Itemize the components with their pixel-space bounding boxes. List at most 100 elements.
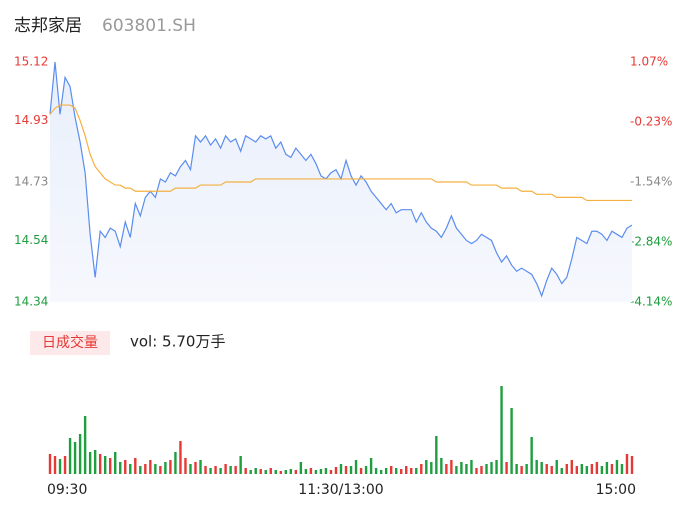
y-tick-label: 14.34: [14, 295, 48, 309]
y2-tick-label: 1.07%: [630, 55, 668, 69]
volume-bar: [78, 434, 82, 474]
volume-bar: [189, 464, 192, 474]
volume-bar: [169, 460, 172, 474]
volume-bar: [349, 466, 353, 474]
volume-bar: [154, 464, 157, 474]
volume-bar: [430, 462, 433, 474]
volume-bar: [465, 464, 468, 474]
volume-bar: [149, 460, 152, 474]
volume-bar: [179, 441, 182, 474]
volume-bar: [309, 468, 313, 474]
volume-bar: [374, 468, 378, 474]
volume-bar: [129, 464, 132, 474]
volume-bar: [274, 470, 277, 474]
volume-bar: [630, 456, 634, 474]
volume-bar: [239, 456, 242, 474]
volume-bar: [119, 462, 122, 474]
volume-bar: [344, 466, 348, 474]
volume-bar: [595, 462, 599, 474]
volume-bar: [53, 456, 57, 474]
volume-bar: [68, 438, 72, 474]
volume-bar: [460, 462, 463, 474]
volume-bar: [440, 458, 443, 474]
volume-bar: [289, 469, 293, 474]
volume-bar: [324, 468, 328, 474]
volume-bar: [525, 464, 528, 474]
volume-bar: [435, 436, 438, 474]
volume-bar: [515, 464, 518, 474]
volume-bar: [249, 470, 252, 474]
volume-bar: [490, 462, 493, 474]
volume-bar: [505, 462, 508, 474]
volume-bar: [83, 416, 87, 474]
volume-bar: [93, 450, 97, 474]
volume-bar: [284, 470, 288, 474]
x-tick-label: 15:00: [596, 482, 636, 498]
volume-bar: [590, 464, 594, 474]
volume-bar: [174, 452, 177, 474]
volume-bar: [364, 466, 368, 474]
volume-bar: [405, 466, 408, 474]
y2-tick-label: -1.54%: [630, 175, 672, 189]
volume-bar: [209, 468, 212, 474]
volume-bar: [319, 469, 323, 474]
volume-bar: [339, 464, 343, 474]
y-tick-label: 14.93: [14, 113, 48, 127]
y2-tick-label: -2.84%: [630, 235, 672, 249]
volume-bar: [575, 466, 579, 474]
volume-bar: [394, 468, 398, 474]
volume-bar: [259, 469, 262, 474]
volume-annotation: vol: 5.70万手: [130, 333, 225, 351]
volume-bar: [615, 460, 619, 474]
volume-bar: [530, 437, 533, 474]
volume-bar: [73, 442, 77, 474]
volume-bar: [520, 466, 523, 474]
volume-bar: [510, 408, 513, 474]
average-line: [49, 104, 632, 202]
volume-bar: [314, 470, 318, 474]
volume-bar: [279, 471, 282, 474]
volume-bar: [304, 469, 308, 474]
volume-bar: [565, 464, 568, 474]
volume-bar: [545, 464, 548, 474]
volume-bar: [450, 460, 453, 474]
volume-bar: [600, 466, 604, 474]
volume-bar: [329, 470, 333, 474]
volume-bar: [299, 462, 303, 474]
volume-bar: [610, 464, 614, 474]
volume-bar: [254, 468, 257, 474]
volume-bar: [219, 468, 222, 474]
volume-bar: [535, 460, 538, 474]
volume-bar: [560, 468, 563, 474]
volume-bar: [470, 460, 473, 474]
volume-bar: [114, 452, 117, 474]
volume-bar: [204, 466, 207, 474]
volume-bar: [199, 460, 202, 474]
volume-bar: [389, 466, 393, 474]
volume-bar: [269, 468, 272, 474]
volume-label: 日成交量: [42, 334, 98, 351]
volume-bar: [415, 468, 418, 474]
volume-bar: [425, 460, 428, 474]
volume-bar: [164, 462, 167, 474]
volume-bar: [475, 468, 478, 474]
volume-bar: [480, 466, 483, 474]
volume-bar: [485, 464, 488, 474]
volume-bar: [570, 460, 573, 474]
volume-bar: [420, 464, 423, 474]
volume-bar: [410, 468, 413, 474]
volume-bar: [124, 460, 127, 474]
volume-bar: [294, 470, 298, 474]
volume-bar: [214, 466, 217, 474]
volume-bar: [159, 466, 162, 474]
volume-bar: [229, 466, 232, 474]
volume-badge: [30, 331, 110, 355]
chart-title: 志邦家居: [14, 16, 82, 36]
volume-bar: [585, 466, 589, 474]
volume-bar: [384, 468, 388, 474]
volume-bar: [495, 460, 498, 474]
volume-bar: [455, 466, 458, 474]
volume-bar: [379, 470, 383, 474]
volume-bar: [88, 452, 92, 474]
volume-bar: [445, 464, 448, 474]
